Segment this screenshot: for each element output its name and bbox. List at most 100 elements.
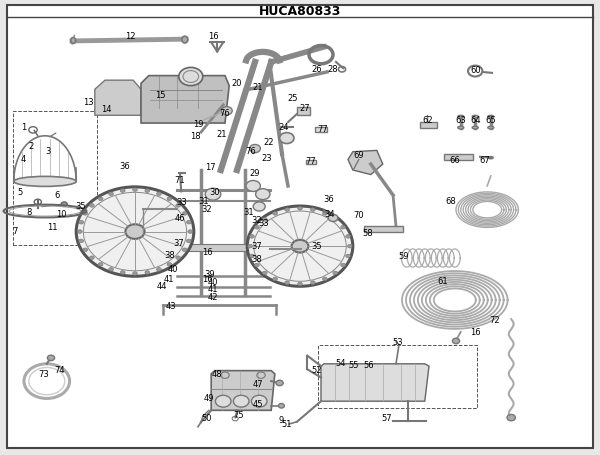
Text: 50: 50 <box>202 413 212 422</box>
Text: 37: 37 <box>251 241 262 250</box>
Text: 43: 43 <box>166 301 176 310</box>
Text: 53: 53 <box>392 338 403 347</box>
Bar <box>444 154 473 160</box>
Circle shape <box>76 187 194 277</box>
Text: 65: 65 <box>485 116 496 125</box>
Circle shape <box>298 207 302 211</box>
Text: 33: 33 <box>259 218 269 228</box>
Text: 57: 57 <box>382 413 392 422</box>
Circle shape <box>248 245 253 248</box>
Circle shape <box>83 212 88 216</box>
Circle shape <box>205 189 221 201</box>
Text: 33: 33 <box>176 197 187 206</box>
Polygon shape <box>211 371 275 410</box>
Bar <box>13 111 97 246</box>
Ellipse shape <box>182 37 188 44</box>
Text: 48: 48 <box>212 369 223 379</box>
Text: 36: 36 <box>119 162 130 171</box>
Text: 51: 51 <box>281 420 292 429</box>
Text: 36: 36 <box>323 195 334 204</box>
Circle shape <box>254 226 259 229</box>
Text: 7: 7 <box>13 227 17 236</box>
Bar <box>315 127 327 133</box>
Text: 16: 16 <box>202 274 212 283</box>
Text: 28: 28 <box>328 65 338 74</box>
Text: 38: 38 <box>251 255 262 264</box>
Text: 64: 64 <box>470 116 481 125</box>
Text: 76: 76 <box>220 109 230 118</box>
Circle shape <box>121 189 125 193</box>
Polygon shape <box>348 151 383 175</box>
Text: 44: 44 <box>157 281 167 290</box>
Bar <box>297 108 310 116</box>
Text: 3: 3 <box>46 147 50 156</box>
Text: 41: 41 <box>164 274 175 283</box>
Text: 32: 32 <box>251 215 262 224</box>
Circle shape <box>98 197 103 201</box>
Circle shape <box>79 239 83 243</box>
Circle shape <box>179 68 203 86</box>
Text: 76: 76 <box>245 147 256 156</box>
Bar <box>364 227 403 233</box>
Text: 5: 5 <box>17 188 22 197</box>
Text: 56: 56 <box>364 360 374 369</box>
Text: 77: 77 <box>317 125 328 134</box>
Text: HUCA80833: HUCA80833 <box>259 5 341 18</box>
Text: 73: 73 <box>38 369 49 379</box>
Bar <box>306 160 316 165</box>
Text: 10: 10 <box>56 209 67 218</box>
Circle shape <box>109 192 113 196</box>
Bar <box>180 244 275 251</box>
Text: 39: 39 <box>205 269 215 278</box>
Circle shape <box>221 107 232 116</box>
Circle shape <box>254 263 259 267</box>
Text: 13: 13 <box>83 98 94 107</box>
Circle shape <box>250 145 260 153</box>
Text: 16: 16 <box>470 328 481 337</box>
Text: 22: 22 <box>263 137 274 147</box>
Text: 17: 17 <box>205 163 215 172</box>
Circle shape <box>323 212 328 216</box>
Text: 46: 46 <box>175 214 185 223</box>
Circle shape <box>346 235 350 239</box>
Text: 70: 70 <box>353 210 364 219</box>
Text: 75: 75 <box>233 410 244 420</box>
Polygon shape <box>95 81 141 116</box>
Circle shape <box>310 208 315 212</box>
Ellipse shape <box>488 127 494 130</box>
Circle shape <box>187 239 191 243</box>
Text: 35: 35 <box>76 202 86 211</box>
Circle shape <box>328 215 338 222</box>
Circle shape <box>125 225 145 239</box>
Text: 59: 59 <box>398 251 409 260</box>
Text: 68: 68 <box>446 197 457 206</box>
Text: 18: 18 <box>190 132 200 141</box>
Circle shape <box>251 395 267 407</box>
Circle shape <box>507 415 515 421</box>
Circle shape <box>89 256 94 260</box>
Circle shape <box>262 272 267 275</box>
Circle shape <box>272 278 277 281</box>
Circle shape <box>323 278 328 281</box>
Text: 61: 61 <box>437 277 448 286</box>
Circle shape <box>346 254 350 258</box>
Circle shape <box>176 204 181 208</box>
Circle shape <box>61 202 67 207</box>
Polygon shape <box>321 364 429 401</box>
Text: 40: 40 <box>167 265 178 274</box>
Text: 49: 49 <box>203 393 214 402</box>
Circle shape <box>347 245 352 248</box>
Text: 38: 38 <box>164 250 175 259</box>
Circle shape <box>172 211 191 226</box>
Text: 27: 27 <box>299 104 310 113</box>
Text: 54: 54 <box>335 359 346 368</box>
Circle shape <box>298 283 302 286</box>
Text: 37: 37 <box>173 239 184 248</box>
Circle shape <box>452 339 460 344</box>
Circle shape <box>285 281 290 285</box>
Text: 30: 30 <box>209 187 220 197</box>
Circle shape <box>341 226 346 230</box>
Text: 29: 29 <box>250 168 260 177</box>
Text: 21: 21 <box>253 83 263 92</box>
Text: 9: 9 <box>278 415 283 425</box>
